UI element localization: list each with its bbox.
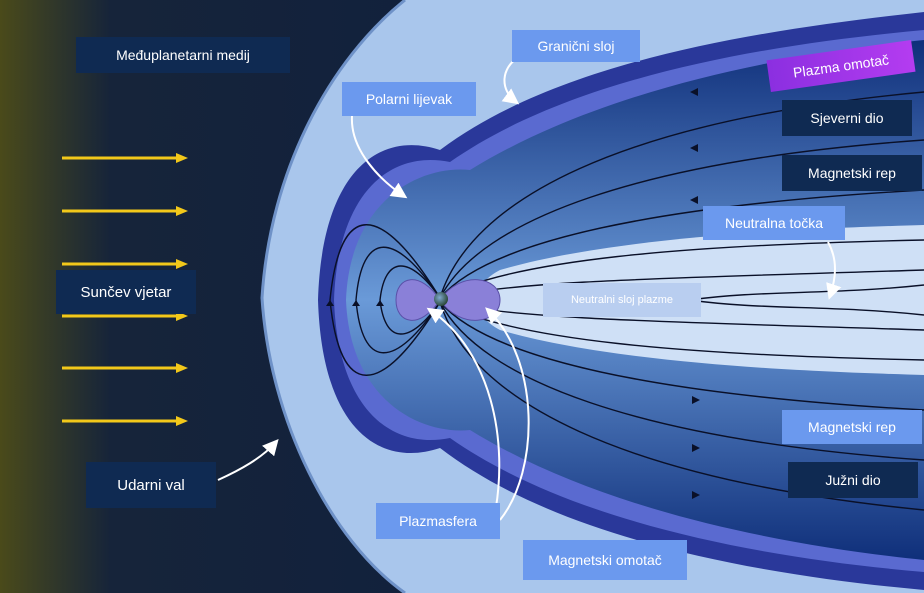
label-neutralna-tocka: Neutralna točka (703, 206, 845, 240)
callout-arrows (217, 55, 842, 521)
label-suncev-vjetar: Sunčev vjetar (56, 270, 196, 314)
label-juzni-dio: Južni dio (788, 462, 918, 498)
label-udarni-val: Udarni val (86, 462, 216, 508)
field-arrowheads (326, 88, 700, 499)
solar-wind-arrows (62, 153, 188, 426)
label-medij: Međuplanetarni medij (76, 37, 290, 73)
label-magnetski-rep-dolje: Magnetski rep (782, 410, 922, 444)
label-magnetski-rep-gore: Magnetski rep (782, 155, 922, 191)
label-sjeverni-dio: Sjeverni dio (782, 100, 912, 136)
label-polarni-lijevak: Polarni lijevak (342, 82, 476, 116)
label-neutralni-sloj: Neutralni sloj plazme (543, 283, 701, 317)
label-granicni-sloj: Granični sloj (512, 30, 640, 62)
bow-shock-line (260, 0, 406, 593)
label-plazmasfera: Plazmasfera (376, 503, 500, 539)
label-magnetski-omotac: Magnetski omotač (523, 540, 687, 580)
earth-icon (434, 292, 448, 306)
